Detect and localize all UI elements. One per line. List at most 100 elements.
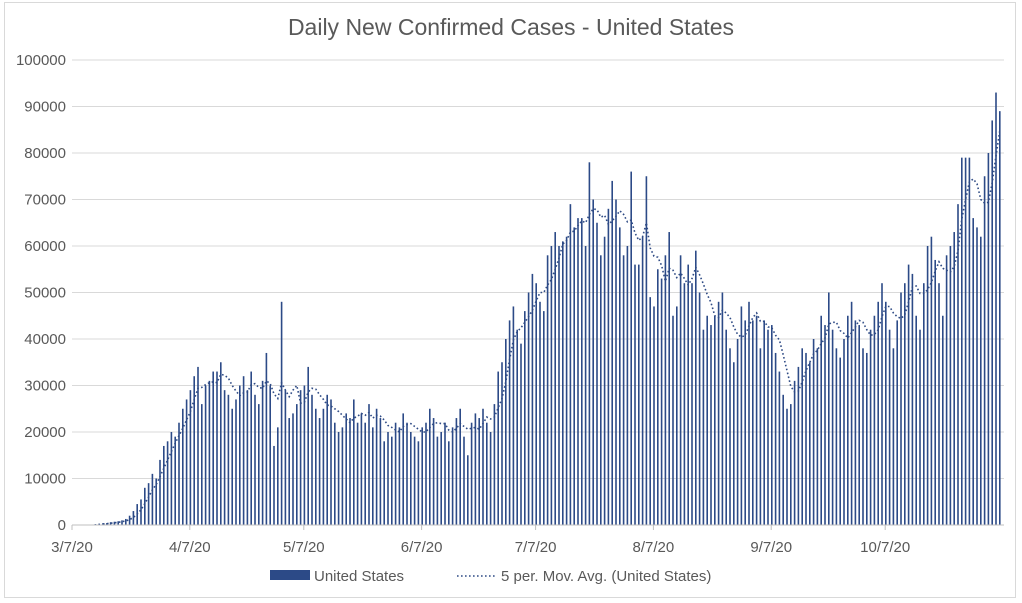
bar [318,418,321,525]
bar [383,441,385,525]
bar [436,436,439,525]
bar [573,227,575,525]
bar [375,408,378,525]
bar [128,515,131,525]
bar [679,255,682,526]
bar [197,366,199,525]
bar [945,255,948,526]
bar [683,283,686,525]
bar [626,246,629,525]
bar [497,371,499,525]
bar [334,422,336,525]
bar [964,157,967,525]
bar [641,236,644,525]
y-tick-label: 10000 [24,471,66,488]
bar [106,523,108,525]
y-axis: 0 10000 20000 30000 40000 50000 60000 70000 8000… [16,52,66,534]
bar [877,301,879,525]
bar [896,320,898,525]
bar [968,157,971,525]
legend-label-line: 5 per. Mov. Avg. (United States) [501,568,711,585]
bar [763,320,765,525]
bar [417,441,420,525]
bar [387,432,389,525]
bar [273,445,275,525]
bar [603,236,606,525]
bar [668,232,670,526]
bar [250,371,252,525]
bar [451,427,454,525]
bar [109,522,112,525]
bar [155,478,157,525]
bar [961,157,963,525]
bar [117,521,119,525]
bar [907,264,910,525]
chart-title: Daily New Confirmed Cases - United State… [288,14,734,40]
bar [185,399,188,525]
bar [873,315,876,525]
bar [554,232,556,526]
bar [740,306,743,525]
bar [277,427,279,525]
bar [695,250,697,525]
bar [394,422,397,525]
bar [489,432,492,525]
bar [330,399,332,525]
x-tick-label: 7/7/20 [515,539,557,556]
bar [843,339,845,525]
bar [288,418,290,525]
bar [174,436,176,525]
bar [406,422,408,525]
y-tick-label: 80000 [24,145,66,162]
bar [930,236,933,525]
x-tick-label: 3/7/20 [51,539,93,556]
bar [201,404,203,525]
bar [527,292,530,525]
x-tick-label: 9/7/20 [750,539,792,556]
bar [717,301,720,525]
bar [900,292,902,525]
bar [364,422,366,525]
bar [926,246,929,525]
bar [341,427,344,525]
bar [809,362,811,525]
bar [239,385,241,525]
bar [235,399,237,525]
bar [159,459,161,525]
bar [752,320,754,525]
bar [558,246,560,525]
bar [892,348,895,525]
bar [402,413,404,525]
bar [535,283,537,525]
bar [630,171,632,525]
bar [307,366,309,525]
bar [425,422,427,525]
bar [904,283,906,525]
bar [653,306,655,525]
bar [147,483,150,525]
bar [493,404,496,525]
bar [816,348,819,525]
legend-swatch-bars [270,570,310,580]
bar [710,325,712,525]
bar [911,273,914,525]
bar [546,255,549,526]
bar [372,427,374,525]
bar [619,227,621,525]
bar [866,352,868,525]
bar [923,283,925,525]
bar [261,380,264,525]
bar [520,343,522,525]
bar [888,329,891,525]
bar [102,523,104,525]
bar [862,348,864,525]
bar [942,315,944,525]
bar [470,422,473,525]
bar [193,376,195,525]
bar [657,269,659,525]
x-tick-label: 8/7/20 [633,539,675,556]
bar [714,315,716,525]
bar [569,204,572,525]
x-tick-label: 5/7/20 [283,539,325,556]
